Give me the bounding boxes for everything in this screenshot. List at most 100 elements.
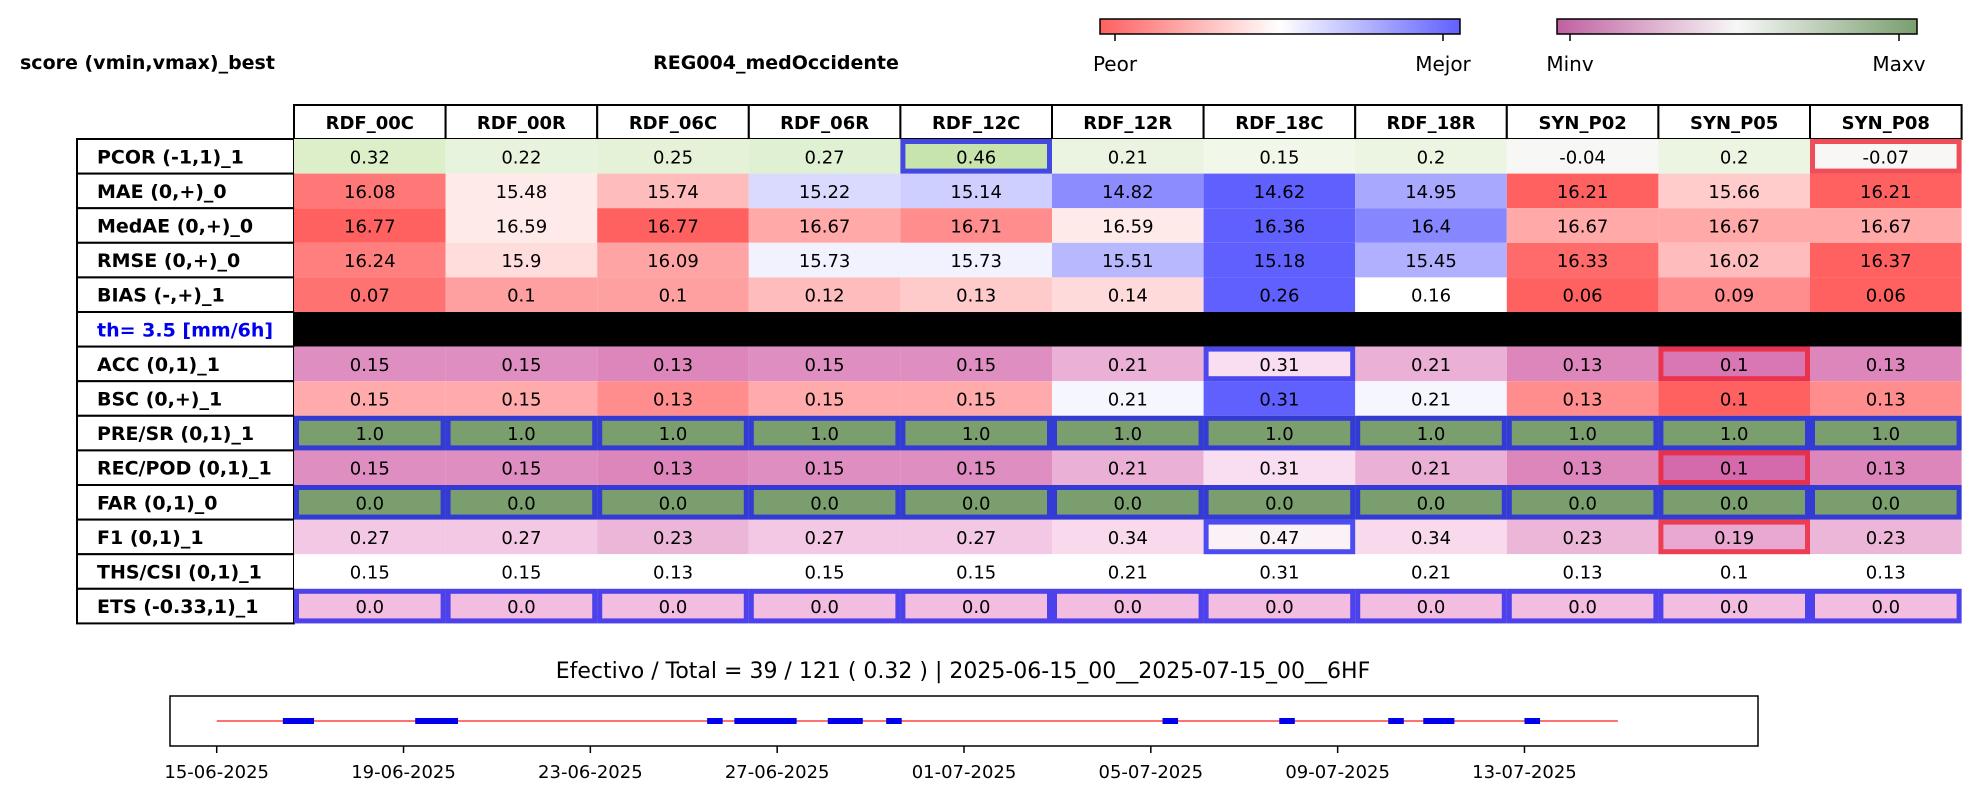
heatmap-cell bbox=[1506, 277, 1659, 312]
cell-value: 16.71 bbox=[950, 217, 1002, 238]
timeline-effective-segment bbox=[1279, 718, 1295, 724]
best-score-outline bbox=[1203, 346, 1356, 382]
cell-value: 0.13 bbox=[653, 390, 693, 411]
cell-value: 15.66 bbox=[1708, 182, 1760, 203]
heatmap-cell bbox=[900, 450, 1052, 485]
heatmap-cell bbox=[597, 381, 749, 416]
cell-value: 0.2 bbox=[1720, 147, 1749, 168]
heatmap-cell bbox=[1658, 173, 1810, 209]
cell-value: 0.22 bbox=[501, 147, 541, 168]
column-header-box bbox=[596, 104, 750, 140]
cell-value: 1.0 bbox=[1417, 424, 1446, 445]
heatmap-cell bbox=[900, 485, 1052, 520]
heatmap-cell bbox=[1052, 242, 1204, 278]
row-header-label: REC/POD (0,1)_1 bbox=[97, 458, 272, 480]
heatmap-cell bbox=[1355, 519, 1507, 555]
cell-value: 0.13 bbox=[1866, 355, 1906, 376]
cell-value: 0.25 bbox=[653, 147, 693, 168]
cell-value: 0.15 bbox=[956, 355, 996, 376]
heatmap-cell bbox=[294, 450, 446, 485]
cell-value: 1.0 bbox=[810, 424, 839, 445]
cell-value: 0.0 bbox=[507, 597, 536, 618]
worst-score-outline bbox=[1658, 519, 1811, 555]
heatmap-cell bbox=[1203, 381, 1356, 416]
row-header-label: BSC (0,+)_1 bbox=[97, 389, 222, 411]
heatmap-cell bbox=[1810, 173, 1962, 209]
heatmap-cell bbox=[900, 415, 1052, 451]
cell-value: 0.21 bbox=[1108, 563, 1148, 584]
heatmap-cell bbox=[900, 139, 1052, 174]
heatmap-cell bbox=[900, 208, 1052, 243]
best-score-outline bbox=[1506, 485, 1659, 520]
heatmap-cell bbox=[748, 450, 901, 485]
heatmap-cell bbox=[1506, 381, 1659, 416]
cell-value: 0.21 bbox=[1108, 459, 1148, 480]
cell-value: 0.31 bbox=[1259, 459, 1299, 480]
heatmap-cell bbox=[900, 173, 1052, 209]
heatmap-cell bbox=[900, 519, 1052, 555]
heatmap-cell bbox=[748, 554, 901, 589]
heatmap-cell bbox=[1355, 173, 1507, 209]
heatmap-cell bbox=[1052, 450, 1204, 485]
heatmap-cell bbox=[445, 415, 598, 451]
best-score-outline bbox=[748, 415, 901, 451]
cell-value: 16.21 bbox=[1557, 182, 1609, 203]
heatmap-cell bbox=[900, 381, 1052, 416]
timeline-tick-label: 19-06-2025 bbox=[351, 762, 456, 783]
heatmap-cell bbox=[1052, 139, 1204, 174]
heatmap-cell bbox=[900, 554, 1052, 589]
cell-value: 0.21 bbox=[1411, 355, 1451, 376]
heatmap-cell bbox=[597, 519, 749, 555]
row-header-box bbox=[76, 587, 295, 625]
heatmap-cell bbox=[294, 519, 446, 555]
heatmap-cell bbox=[1355, 208, 1507, 243]
heatmap-cell bbox=[1810, 588, 1962, 624]
timeline-effective-segment bbox=[415, 718, 459, 724]
figure-center-title: REG004_medOccidente bbox=[653, 52, 899, 74]
heatmap-cell bbox=[1658, 485, 1810, 520]
cell-value: 0.15 bbox=[350, 390, 390, 411]
cell-value: 0.0 bbox=[1568, 597, 1597, 618]
cell-value: 0.21 bbox=[1411, 390, 1451, 411]
heatmap-cell bbox=[1658, 450, 1810, 485]
best-score-outline bbox=[597, 415, 749, 451]
column-header-box bbox=[1657, 104, 1812, 140]
cell-value: 16.33 bbox=[1557, 251, 1609, 272]
heatmap-cell bbox=[294, 242, 446, 278]
best-score-outline bbox=[900, 485, 1053, 520]
cell-value: 0.15 bbox=[350, 563, 390, 584]
heatmap-cell bbox=[445, 519, 598, 555]
cell-value: 0.15 bbox=[805, 459, 845, 480]
heatmap-cell bbox=[1506, 346, 1659, 382]
cell-value: 0.21 bbox=[1411, 459, 1451, 480]
cell-value: 0.13 bbox=[1866, 563, 1906, 584]
heatmap-cell bbox=[1658, 554, 1810, 589]
cell-value: 0.27 bbox=[805, 147, 845, 168]
heatmap-cell bbox=[294, 485, 446, 520]
cell-value: 0.15 bbox=[501, 355, 541, 376]
cell-value: 0.27 bbox=[805, 528, 845, 549]
best-score-outline bbox=[597, 485, 749, 520]
best-score-outline bbox=[445, 485, 598, 520]
row-header-label: THS/CSI (0,1)_1 bbox=[97, 562, 262, 584]
cell-value: 1.0 bbox=[1113, 424, 1142, 445]
heatmap-cell bbox=[748, 485, 901, 520]
column-header-box bbox=[293, 104, 447, 140]
timeline-effective-segment bbox=[1423, 718, 1455, 724]
heatmap-cell bbox=[1810, 208, 1962, 243]
heatmap-cell bbox=[1355, 139, 1507, 174]
heatmap-cell bbox=[445, 346, 598, 382]
cell-value: 1.0 bbox=[507, 424, 536, 445]
cell-value: 0.27 bbox=[956, 528, 996, 549]
cell-value: 0.34 bbox=[1411, 528, 1451, 549]
heatmap-cell bbox=[445, 381, 598, 416]
best-score-outline bbox=[597, 588, 749, 624]
threshold-label: th= 3.5 [mm/6h] bbox=[97, 319, 273, 341]
heatmap-cell bbox=[1810, 415, 1962, 451]
cell-value: 0.27 bbox=[501, 528, 541, 549]
timeline-tick-label: 13-07-2025 bbox=[1472, 762, 1577, 783]
heatmap-cell bbox=[294, 554, 446, 589]
row-header-box bbox=[76, 380, 295, 417]
timeline-effective-segment bbox=[886, 718, 902, 724]
column-headers: RDF_00C RDF_00R RDF_06C RDF_06R RDF_12C RDF_1… bbox=[293, 104, 1963, 140]
